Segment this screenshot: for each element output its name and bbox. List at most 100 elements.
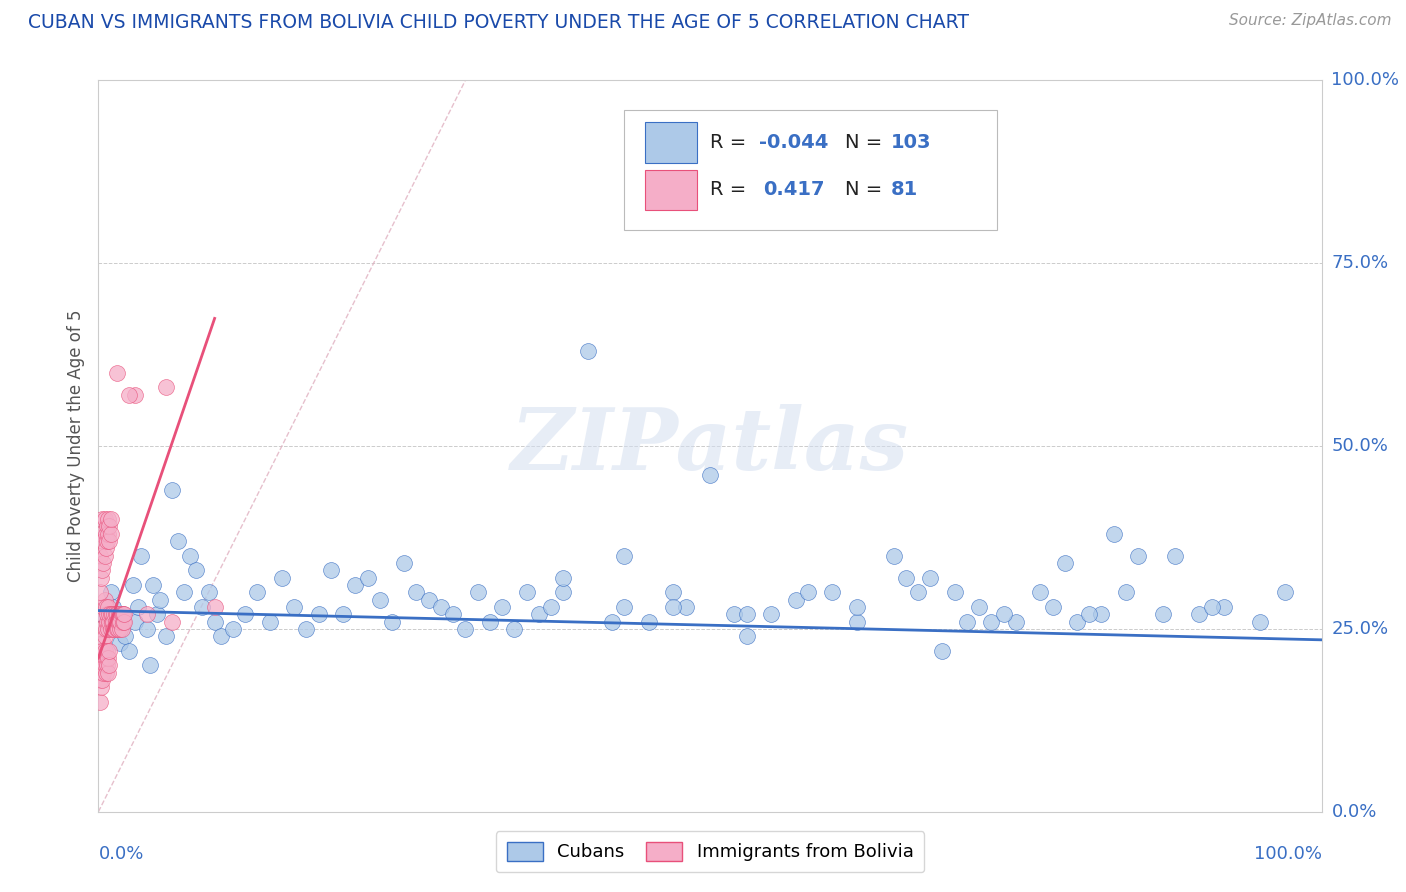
Point [179,549,201,563]
Point [967,599,990,614]
Point [91,673,114,687]
Text: ZIPatlas: ZIPatlas [510,404,910,488]
Point [90,571,112,585]
Point [105,607,128,622]
Point [94,541,117,556]
Point [405,585,427,599]
Point [108,607,131,622]
Point [1188,607,1211,622]
Point [110,636,132,650]
Point [956,615,979,629]
Point [93,644,115,658]
Point [553,571,575,585]
Point [467,585,489,599]
Point [920,571,942,585]
Point [89,549,111,563]
Point [93,644,115,658]
Point [600,615,623,629]
Point [993,607,1015,622]
Point [121,578,143,592]
Point [98,607,121,622]
Point [91,658,114,673]
Point [110,622,132,636]
Point [883,549,905,563]
Point [980,615,1002,629]
Point [101,622,124,636]
Point [662,585,685,599]
Point [308,607,330,622]
Text: CUBAN VS IMMIGRANTS FROM BOLIVIA CHILD POVERTY UNDER THE AGE OF 5 CORRELATION CH: CUBAN VS IMMIGRANTS FROM BOLIVIA CHILD P… [28,13,969,32]
Point [97,526,120,541]
Text: 50.0%: 50.0% [1331,437,1388,455]
FancyBboxPatch shape [645,169,696,211]
Point [91,607,114,622]
Point [97,599,120,614]
Point [204,599,226,614]
Point [160,615,183,629]
Point [735,607,758,622]
Point [101,615,124,629]
Point [430,599,453,614]
Point [186,563,208,577]
Point [1212,599,1234,614]
Point [90,658,112,673]
Point [441,607,464,622]
Point [108,615,131,629]
Point [1152,607,1174,622]
Point [111,607,134,622]
Point [1128,549,1150,563]
FancyBboxPatch shape [624,110,997,230]
Point [907,585,929,599]
Point [105,622,128,636]
Point [101,615,124,629]
Point [103,607,125,622]
Point [662,599,685,614]
Point [1115,585,1137,599]
Text: Source: ZipAtlas.com: Source: ZipAtlas.com [1229,13,1392,29]
Point [613,599,636,614]
Point [91,563,114,577]
Point [699,468,721,483]
Point [93,658,115,673]
Point [270,571,294,585]
Text: 75.0%: 75.0% [1331,254,1389,272]
Point [931,644,953,658]
Point [96,607,118,622]
Point [91,644,114,658]
Point [319,563,342,577]
Point [527,607,550,622]
Point [127,599,149,614]
Point [101,607,124,622]
Point [98,644,121,658]
Point [943,585,966,599]
Point [100,512,122,526]
Point [94,665,117,680]
Point [1249,615,1271,629]
Point [1066,615,1088,629]
Point [209,629,232,643]
Point [90,681,112,695]
Text: 0.417: 0.417 [762,180,824,200]
Point [146,607,169,622]
Point [91,665,114,680]
Point [107,615,129,629]
Point [613,549,636,563]
Point [91,512,114,526]
Point [103,622,125,636]
Point [96,658,118,673]
Point [173,585,195,599]
Text: N =: N = [845,133,889,152]
Point [89,585,111,599]
Point [94,526,117,541]
Point [259,615,281,629]
Text: -0.044: -0.044 [759,133,828,152]
Point [1164,549,1187,563]
Point [96,534,118,549]
Text: N =: N = [845,180,889,200]
Point [104,615,127,629]
Point [98,615,121,629]
Point [191,599,214,614]
Point [1090,607,1112,622]
Point [149,592,172,607]
Point [797,585,820,599]
